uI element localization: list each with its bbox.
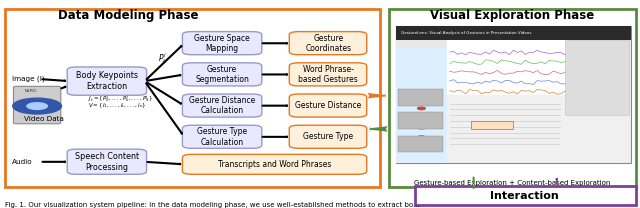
FancyBboxPatch shape xyxy=(13,86,61,124)
Bar xyxy=(396,26,631,163)
Text: Gesture Space
Mapping: Gesture Space Mapping xyxy=(194,33,250,53)
Text: Audio: Audio xyxy=(12,159,32,165)
Circle shape xyxy=(417,146,425,148)
Text: Gesture-based Exploration + Content-based Exploration: Gesture-based Exploration + Content-base… xyxy=(414,181,610,186)
FancyBboxPatch shape xyxy=(289,32,367,55)
Bar xyxy=(415,186,636,205)
Bar xyxy=(396,40,631,48)
Text: Image (I): Image (I) xyxy=(12,76,44,82)
Bar xyxy=(398,136,443,152)
Text: NERO: NERO xyxy=(24,89,37,93)
Circle shape xyxy=(13,98,61,114)
Bar xyxy=(396,48,447,163)
FancyBboxPatch shape xyxy=(67,67,147,95)
Text: Gesture Distance: Gesture Distance xyxy=(295,101,362,110)
Text: Gesture Type
Calculation: Gesture Type Calculation xyxy=(197,127,247,147)
Text: $V=\{I_1,...,I_t,...,I_n\}$: $V=\{I_1,...,I_t,...,I_n\}$ xyxy=(88,102,147,110)
Circle shape xyxy=(417,136,425,139)
Bar xyxy=(5,9,380,187)
Text: Gesture Type: Gesture Type xyxy=(303,132,353,141)
FancyBboxPatch shape xyxy=(182,32,262,55)
Text: $P^i_k$: $P^i_k$ xyxy=(157,51,168,66)
Bar xyxy=(398,89,443,106)
Bar xyxy=(447,40,565,95)
Bar xyxy=(471,121,513,129)
Text: Interaction: Interaction xyxy=(490,191,559,201)
Text: Body Keypoints
Extraction: Body Keypoints Extraction xyxy=(76,71,138,91)
Text: $J_t=\{P^i_0,...,P^i_k,...,P^i_S\}$: $J_t=\{P^i_0,...,P^i_k,...,P^i_S\}$ xyxy=(88,93,154,104)
FancyBboxPatch shape xyxy=(289,63,367,86)
Text: Gesture Distance
Calculation: Gesture Distance Calculation xyxy=(189,96,255,115)
Circle shape xyxy=(27,103,47,109)
Text: GestureLens: Visual Analysis of Gestures in Presentation Videos: GestureLens: Visual Analysis of Gestures… xyxy=(401,31,531,35)
Circle shape xyxy=(417,126,425,129)
Circle shape xyxy=(417,107,425,110)
Bar xyxy=(398,113,443,129)
FancyBboxPatch shape xyxy=(289,125,367,148)
FancyBboxPatch shape xyxy=(67,149,147,174)
Circle shape xyxy=(417,98,425,100)
Text: Data Modeling Phase: Data Modeling Phase xyxy=(58,9,198,22)
Text: Fig. 1. Our visualization system pipeline: in the data modeling phase, we use we: Fig. 1. Our visualization system pipelin… xyxy=(5,202,420,208)
FancyBboxPatch shape xyxy=(182,63,262,86)
Text: Gesture
Segmentation: Gesture Segmentation xyxy=(195,65,249,84)
Text: Speech Content
Processing: Speech Content Processing xyxy=(75,152,139,172)
Text: Word Phrase-
based Gestures: Word Phrase- based Gestures xyxy=(298,65,358,84)
FancyBboxPatch shape xyxy=(182,154,367,174)
FancyBboxPatch shape xyxy=(182,125,262,148)
Bar xyxy=(565,40,628,115)
FancyBboxPatch shape xyxy=(289,94,367,117)
Text: Gesture
Coordinates: Gesture Coordinates xyxy=(305,33,351,53)
FancyBboxPatch shape xyxy=(182,94,262,117)
Text: Transcripts and Word Phrases: Transcripts and Word Phrases xyxy=(218,160,332,169)
Text: Visual Exploration Phase: Visual Exploration Phase xyxy=(430,9,594,22)
Bar xyxy=(396,26,631,40)
Circle shape xyxy=(417,117,425,119)
Text: Video Data: Video Data xyxy=(24,116,64,121)
Bar xyxy=(389,9,636,187)
